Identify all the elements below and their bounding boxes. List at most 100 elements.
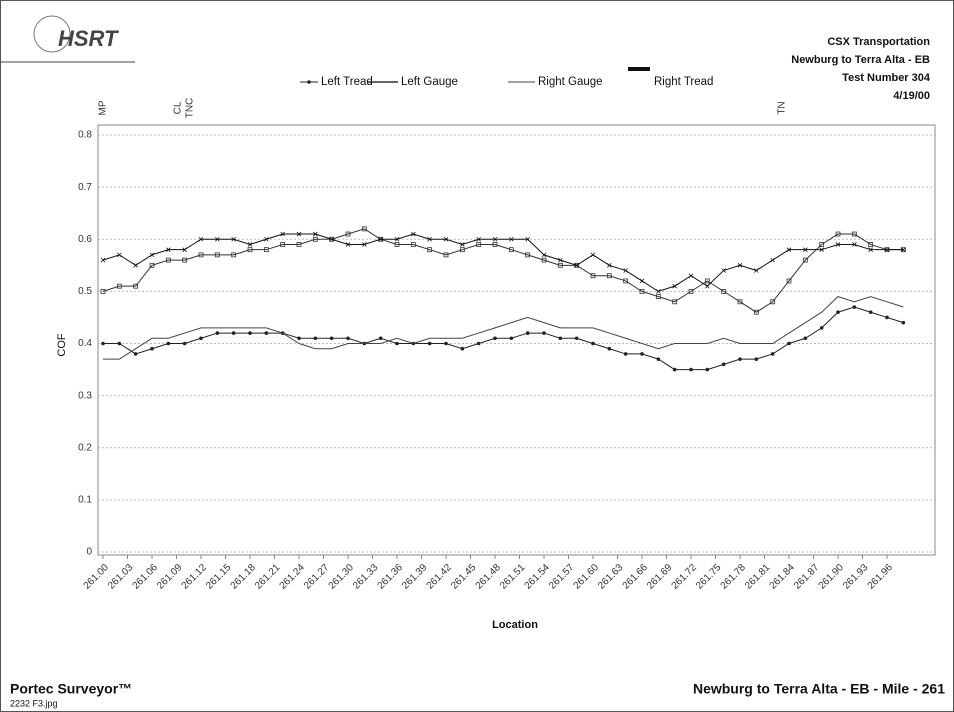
x-tick-label: 261.69 [645,562,675,592]
x-tick-label: 261.15 [204,562,234,592]
marker [819,247,824,252]
marker [704,278,710,284]
marker [508,247,514,253]
marker [525,236,530,242]
x-tick-label: 261.42 [425,562,455,592]
marker [542,331,546,335]
marker [329,336,334,341]
series-line [102,233,904,292]
marker [476,242,482,247]
marker [574,262,580,268]
marker [835,242,841,247]
marker [231,252,237,258]
marker [868,247,873,252]
marker [215,236,220,242]
marker [150,346,154,351]
marker [231,331,236,335]
marker [819,326,824,330]
marker [215,331,220,335]
y-tick-label: 0 [86,547,92,558]
marker [149,262,155,268]
x-tick-label: 261.57 [547,562,577,592]
marker [492,242,498,247]
marker [606,273,612,279]
marker [721,268,726,273]
marker [721,288,727,294]
legend-label: Left Gauge [401,76,458,88]
marker [133,283,139,289]
x-tick-label: 261.09 [155,562,185,592]
marker [672,299,678,305]
marker [313,336,318,341]
marker [885,315,889,320]
marker [312,236,318,242]
marker [476,236,481,242]
marker [868,310,873,315]
marker [100,257,106,263]
x-tick-label: 261.18 [229,562,259,592]
marker [165,257,171,263]
marker [247,247,253,253]
marker [541,252,547,258]
marker [754,357,759,361]
marker [263,247,269,253]
series-line [103,306,904,371]
logo-ring [33,15,71,53]
marker [607,263,612,268]
marker [558,257,563,263]
marker [639,278,645,284]
marker [133,263,138,268]
marker [460,346,465,351]
marker [852,305,857,309]
marker [705,283,710,289]
marker [297,336,301,341]
legend-label: Right Gauge [538,76,603,88]
marker [705,367,710,372]
marker [199,336,203,341]
marker [541,257,547,263]
x-tick-label: 261.72 [670,562,700,592]
legend-marker [307,80,311,84]
marker [345,242,351,247]
marker [101,341,105,346]
marker [280,231,285,237]
annotation: TNC [185,98,196,119]
marker [639,288,645,294]
marker [623,352,628,356]
x-tick-label: 261.87 [792,562,822,592]
marker [803,336,808,341]
marker [443,236,449,242]
legend-label: Right Tread [654,76,713,88]
x-tick-label: 261.60 [572,562,602,592]
marker [607,346,612,351]
x-tick-label: 261.36 [376,562,406,592]
marker [378,236,383,242]
marker [525,331,530,335]
marker [737,263,743,268]
x-tick-label: 261.21 [253,562,283,592]
marker [770,299,776,305]
marker [182,247,187,252]
legend-label: Left Tread [321,76,373,88]
annotation: TN [777,101,788,114]
y-tick-label: 0.1 [78,495,92,506]
x-tick-label: 261.84 [768,562,798,592]
marker [346,336,350,341]
marker [345,231,351,237]
marker [590,273,596,279]
marker [214,252,220,258]
x-tick-label: 261.00 [82,562,112,592]
marker [296,242,302,247]
marker [117,252,122,258]
marker [427,236,432,242]
marker [509,336,514,341]
marker [460,242,465,247]
marker [819,242,825,247]
marker [656,357,661,361]
marker [427,341,432,346]
y-tick-label: 0.6 [78,234,92,245]
x-tick-label: 261.75 [694,562,724,592]
marker [411,231,416,237]
